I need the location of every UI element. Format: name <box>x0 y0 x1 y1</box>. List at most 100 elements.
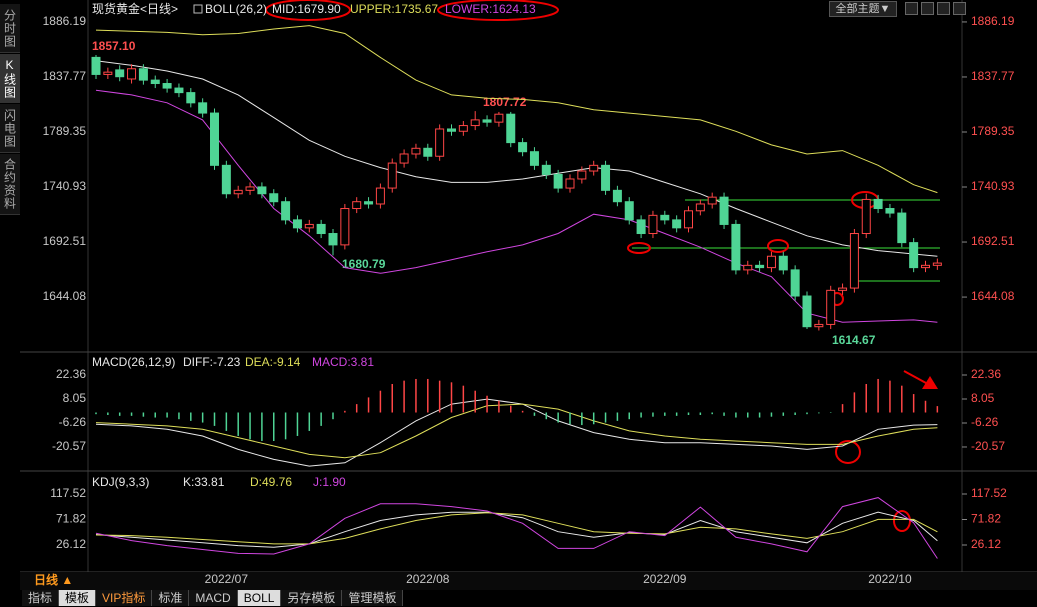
highlight-ellipse <box>767 239 789 253</box>
y-tick-label: 117.52 <box>971 486 1007 500</box>
indicator-line <box>95 25 938 194</box>
y-tick-label: 71.82 <box>56 512 86 526</box>
y-tick-label: -20.57 <box>971 439 1005 453</box>
toolbar-icon[interactable] <box>937 2 950 15</box>
candle-body <box>648 214 658 235</box>
candle-body <box>435 128 445 157</box>
candle-body <box>340 208 350 246</box>
candle-body <box>873 198 883 210</box>
candle-body <box>210 112 219 166</box>
legend-label: J:1.90 <box>313 475 346 489</box>
candle-body <box>897 212 907 244</box>
toolbar-icon[interactable] <box>905 2 918 15</box>
y-tick-label: 1837.77 <box>43 69 87 83</box>
x-tick-label: 2022/07 <box>205 572 249 586</box>
candle-body <box>447 128 456 132</box>
tab[interactable]: 模板 <box>59 590 97 606</box>
y-tick-label: -6.26 <box>59 415 87 429</box>
sidebar-tab[interactable]: 分时图 <box>0 4 20 53</box>
candle-body <box>909 242 919 269</box>
tab[interactable]: VIP指标 <box>96 590 153 606</box>
arrow <box>903 370 927 384</box>
candle-body <box>601 164 611 191</box>
annotation-layer: 1857.10 1807.72 1680.79 1614.67 <box>92 0 940 532</box>
candle-body <box>281 201 291 221</box>
candle-body <box>541 164 551 175</box>
candle-body <box>849 233 859 289</box>
candle-body <box>518 142 528 153</box>
legend-label: DEA:-9.14 <box>245 355 301 369</box>
sidebar-tab[interactable]: K线图 <box>0 54 20 103</box>
candle-body <box>470 119 480 127</box>
candle-body <box>316 223 326 235</box>
candle-body <box>174 87 184 94</box>
candle-body <box>245 186 255 191</box>
candle-body <box>636 219 646 235</box>
candle-body <box>731 223 741 271</box>
y-tick-label: -6.26 <box>971 415 999 429</box>
date-bar <box>20 572 1037 590</box>
y-tick-label: 1692.51 <box>971 234 1015 248</box>
candle-body <box>233 189 243 195</box>
candle-body <box>423 147 433 157</box>
panel-title: MACD(26,12,9) <box>92 355 175 369</box>
sidebar-tab[interactable]: 闪电图 <box>0 104 20 153</box>
tab[interactable]: BOLL <box>237 590 282 606</box>
tab[interactable]: 标准 <box>152 590 190 606</box>
candle-body <box>672 219 682 229</box>
y-tick-label: 1837.77 <box>971 69 1015 83</box>
candle-body <box>707 196 717 205</box>
candle-body <box>257 186 267 195</box>
toolbar-icon[interactable] <box>953 2 966 15</box>
candle-body <box>624 201 634 221</box>
candle-body <box>778 255 788 271</box>
candle-body <box>695 203 705 212</box>
candle-body <box>364 201 374 205</box>
price-annotation: 1680.79 <box>342 257 386 271</box>
tab[interactable]: 另存模板 <box>281 590 343 606</box>
candle-body <box>304 223 314 229</box>
y-tick-label: 1644.08 <box>971 289 1015 303</box>
y-tick-label: 1644.08 <box>43 289 87 303</box>
candle-body <box>553 173 563 189</box>
indicator-label: BOLL(26,2) <box>205 2 267 16</box>
x-tick-label: 2022/10 <box>868 572 912 586</box>
tab[interactable]: MACD <box>189 590 238 606</box>
sidebar-tab[interactable]: 合约资料 <box>0 154 20 215</box>
candle-body <box>150 79 160 85</box>
candle-body <box>328 233 338 246</box>
y-tick-label: 71.82 <box>971 512 1001 526</box>
y-tick-label: 8.05 <box>63 391 87 405</box>
candle-body <box>589 164 599 172</box>
legend-label: LOWER:1624.13 <box>445 2 536 16</box>
tab[interactable]: 指标 <box>22 590 60 606</box>
candle-body <box>506 113 516 144</box>
price-annotation: 1807.72 <box>483 95 527 109</box>
indicator-icon <box>193 4 203 14</box>
candle-body <box>743 264 753 271</box>
y-tick-label: 1886.19 <box>43 14 87 28</box>
y-tick-label: 26.12 <box>56 537 86 551</box>
toolbar-icon[interactable] <box>921 2 934 15</box>
candle-body <box>814 323 824 328</box>
highlight-ellipse <box>265 0 351 21</box>
candle-body <box>399 153 409 164</box>
indicator-line <box>95 512 938 545</box>
y-tick-label: 22.36 <box>56 367 86 381</box>
candle-body <box>375 187 385 205</box>
candle-body <box>529 151 539 166</box>
candle-body <box>269 193 279 203</box>
candle-body <box>861 198 871 235</box>
price-annotation: 1857.10 <box>92 39 136 53</box>
candle-body <box>612 189 622 203</box>
tab[interactable]: 管理模板 <box>342 590 404 606</box>
legend-label: MID:1679.90 <box>272 2 341 16</box>
candle-body <box>458 125 468 132</box>
period-label[interactable]: 日线 ▲ <box>34 572 73 587</box>
theme-button[interactable]: 全部主题▼ <box>829 1 897 17</box>
candle-body <box>802 295 812 328</box>
y-tick-label: 8.05 <box>971 391 995 405</box>
panel-title: KDJ(9,3,3) <box>92 475 149 489</box>
